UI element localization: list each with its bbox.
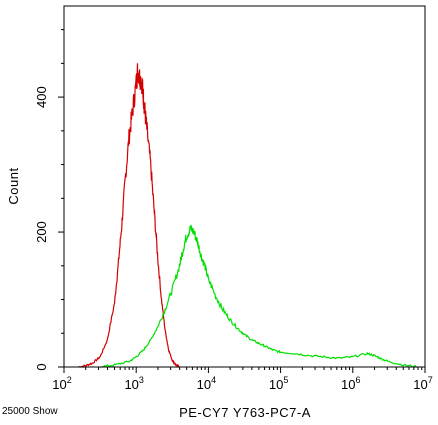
- series-line-red: [78, 63, 180, 369]
- x-axis-title: PE-CY7 Y763-PC7-A: [179, 405, 311, 420]
- x-tick-label: 106: [341, 375, 360, 392]
- series-lines: [78, 63, 418, 369]
- x-tick-label-base: 10: [341, 377, 355, 392]
- y-axis-title: Count: [6, 167, 21, 204]
- x-tick-label-exponent: 7: [428, 375, 433, 385]
- footer-note: 25000 Show: [2, 406, 58, 417]
- axis-ticks: [58, 29, 426, 373]
- y-tick-label: 400: [34, 86, 49, 108]
- x-tick-label: 103: [124, 375, 143, 392]
- series-line-green: [100, 224, 418, 368]
- x-tick-label: 105: [269, 375, 288, 392]
- x-tick-label-base: 10: [52, 377, 66, 392]
- x-tick-label-base: 10: [413, 377, 427, 392]
- plot-frame: [63, 5, 426, 368]
- x-tick-label-exponent: 6: [356, 375, 361, 385]
- x-tick-label: 104: [197, 375, 216, 392]
- x-tick-label-exponent: 4: [211, 375, 216, 385]
- x-tick-label-exponent: 2: [67, 375, 72, 385]
- x-tick-label-base: 10: [197, 377, 211, 392]
- x-tick-label-base: 10: [269, 377, 283, 392]
- x-tick-label-base: 10: [124, 377, 138, 392]
- x-tick-label-exponent: 5: [283, 375, 288, 385]
- y-tick-label: 200: [34, 221, 49, 243]
- y-tick-label: 0: [34, 363, 49, 370]
- x-tick-label: 107: [413, 375, 432, 392]
- x-tick-label: 102: [52, 375, 71, 392]
- x-tick-label-exponent: 3: [139, 375, 144, 385]
